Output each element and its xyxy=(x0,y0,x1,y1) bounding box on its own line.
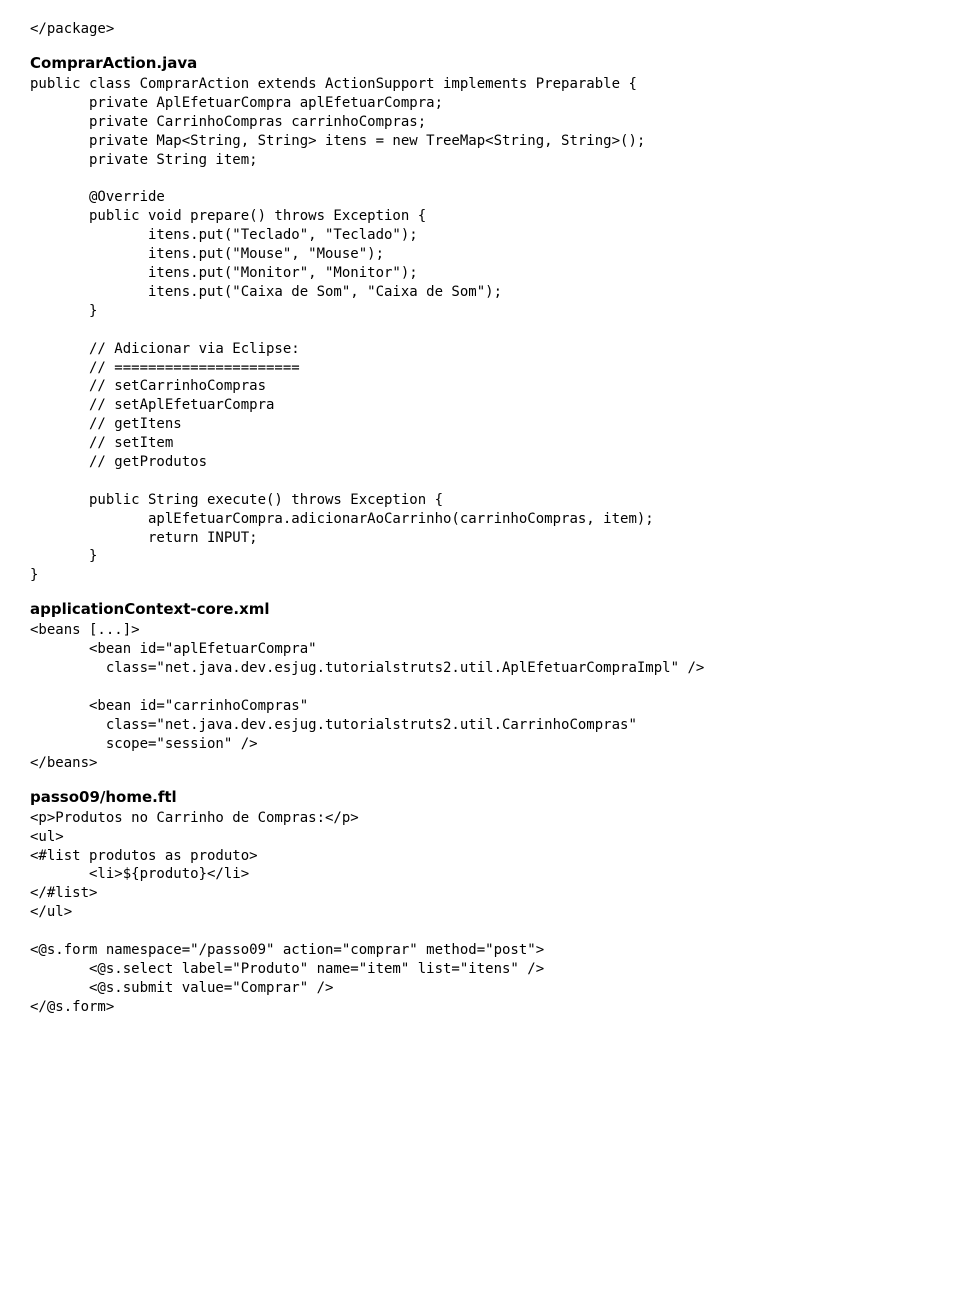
ftl-line: </@s.form> xyxy=(30,998,930,1017)
java-line: private String item; xyxy=(30,151,930,170)
xml-line: <beans [...]> xyxy=(30,621,930,640)
java-line: // setAplEfetuarCompra xyxy=(30,396,930,415)
ftl-line: <@s.select label="Produto" name="item" l… xyxy=(30,960,930,979)
ftl-code-block: <p>Produtos no Carrinho de Compras:</p><… xyxy=(30,809,930,1017)
java-line: public String execute() throws Exception… xyxy=(30,491,930,510)
xml-code-block: <beans [...]> <bean id="aplEfetuarCompra… xyxy=(30,621,930,772)
ftl-line: <ul> xyxy=(30,828,930,847)
xml-line: </beans> xyxy=(30,754,930,773)
ftl-line: </#list> xyxy=(30,884,930,903)
xml-line: <bean id="aplEfetuarCompra" xyxy=(30,640,930,659)
java-line: // getProdutos xyxy=(30,453,930,472)
java-line: aplEfetuarCompra.adicionarAoCarrinho(car… xyxy=(30,510,930,529)
java-line: } xyxy=(30,566,930,585)
java-line xyxy=(30,472,930,491)
ftl-line xyxy=(30,922,930,941)
java-line xyxy=(30,170,930,189)
java-line: itens.put("Mouse", "Mouse"); xyxy=(30,245,930,264)
java-line: private Map<String, String> itens = new … xyxy=(30,132,930,151)
java-line: // getItens xyxy=(30,415,930,434)
xml-line: <bean id="carrinhoCompras" xyxy=(30,697,930,716)
java-line: private AplEfetuarCompra aplEfetuarCompr… xyxy=(30,94,930,113)
java-line: } xyxy=(30,302,930,321)
ftl-line: </ul> xyxy=(30,903,930,922)
xml-line: scope="session" /> xyxy=(30,735,930,754)
java-line: private CarrinhoCompras carrinhoCompras; xyxy=(30,113,930,132)
java-line: itens.put("Monitor", "Monitor"); xyxy=(30,264,930,283)
heading-appcontext: applicationContext-core.xml xyxy=(30,599,930,619)
java-line: public void prepare() throws Exception { xyxy=(30,207,930,226)
java-line: return INPUT; xyxy=(30,529,930,548)
java-line: // ====================== xyxy=(30,359,930,378)
ftl-line: <li>${produto}</li> xyxy=(30,865,930,884)
java-line: @Override xyxy=(30,188,930,207)
java-code-block: public class ComprarAction extends Actio… xyxy=(30,75,930,585)
java-line: } xyxy=(30,547,930,566)
java-line: // setCarrinhoCompras xyxy=(30,377,930,396)
java-line: // Adicionar via Eclipse: xyxy=(30,340,930,359)
java-line: public class ComprarAction extends Actio… xyxy=(30,75,930,94)
heading-ftl: passo09/home.ftl xyxy=(30,787,930,807)
java-line xyxy=(30,321,930,340)
ftl-line: <#list produtos as produto> xyxy=(30,847,930,866)
java-line: itens.put("Teclado", "Teclado"); xyxy=(30,226,930,245)
xml-line: class="net.java.dev.esjug.tutorialstruts… xyxy=(30,659,930,678)
heading-comprar-action: ComprarAction.java xyxy=(30,53,930,73)
xml-line: class="net.java.dev.esjug.tutorialstruts… xyxy=(30,716,930,735)
java-line: itens.put("Caixa de Som", "Caixa de Som"… xyxy=(30,283,930,302)
ftl-line: <@s.submit value="Comprar" /> xyxy=(30,979,930,998)
ftl-line: <@s.form namespace="/passo09" action="co… xyxy=(30,941,930,960)
java-line: // setItem xyxy=(30,434,930,453)
xml-line xyxy=(30,678,930,697)
ftl-line: <p>Produtos no Carrinho de Compras:</p> xyxy=(30,809,930,828)
close-package-line: </package> xyxy=(30,20,930,39)
